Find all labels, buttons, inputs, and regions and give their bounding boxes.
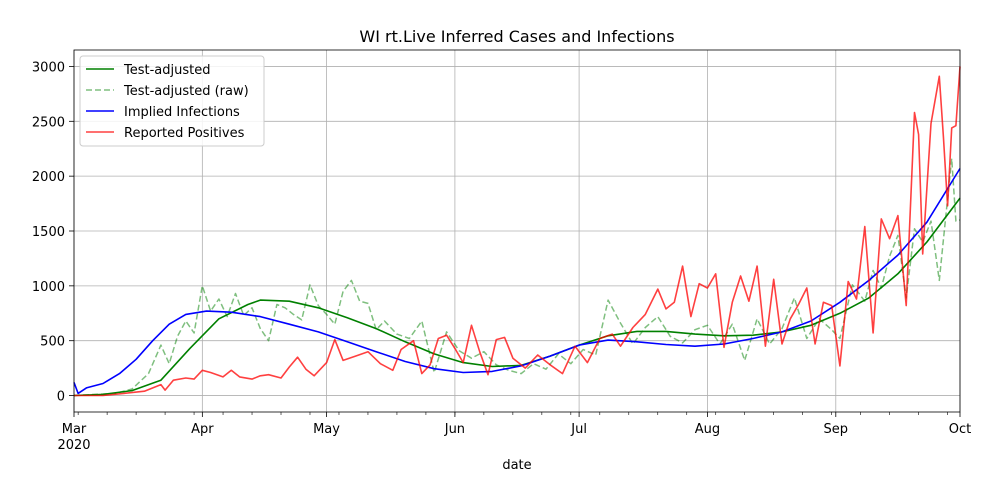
chart-title: WI rt.Live Inferred Cases and Infections <box>359 27 674 46</box>
y-tick-label: 2500 <box>32 115 65 130</box>
y-axis: 0 500 1000 1500 2000 2500 3000 <box>32 60 74 405</box>
x-tick-label: Apr <box>191 422 214 437</box>
x-tick-label: Mar <box>62 422 87 437</box>
series-line-test-adjusted <box>73 197 961 397</box>
y-tick-label: 1000 <box>32 280 65 295</box>
y-tick-label: 3000 <box>32 60 65 75</box>
series-line-test-adjusted-raw <box>73 157 961 397</box>
series-line-reported-positives <box>74 66 961 397</box>
y-tick-label: 500 <box>40 335 65 350</box>
legend: Test-adjusted Test-adjusted (raw) Implied … <box>79 55 265 147</box>
x-tick-label: Jul <box>570 422 587 437</box>
y-tick-label: 1500 <box>32 225 65 240</box>
legend-label: Implied Infections <box>124 105 240 120</box>
x-tick-sublabel: 2020 <box>57 438 90 453</box>
x-tick-label: Jun <box>444 422 465 437</box>
legend-label: Test-adjusted <box>123 63 210 78</box>
x-tick-label: Aug <box>695 422 720 437</box>
x-axis-label: date <box>502 458 531 473</box>
x-tick-label: Sep <box>824 422 849 437</box>
legend-box <box>79 55 265 147</box>
legend-label: Test-adjusted (raw) <box>123 84 249 99</box>
x-tick-label: Oct <box>949 422 971 437</box>
series-layer <box>73 66 961 397</box>
y-tick-label: 2000 <box>32 170 65 185</box>
x-tick-label: May <box>313 422 340 437</box>
legend-label: Reported Positives <box>124 126 245 141</box>
y-tick-label: 0 <box>57 390 65 405</box>
